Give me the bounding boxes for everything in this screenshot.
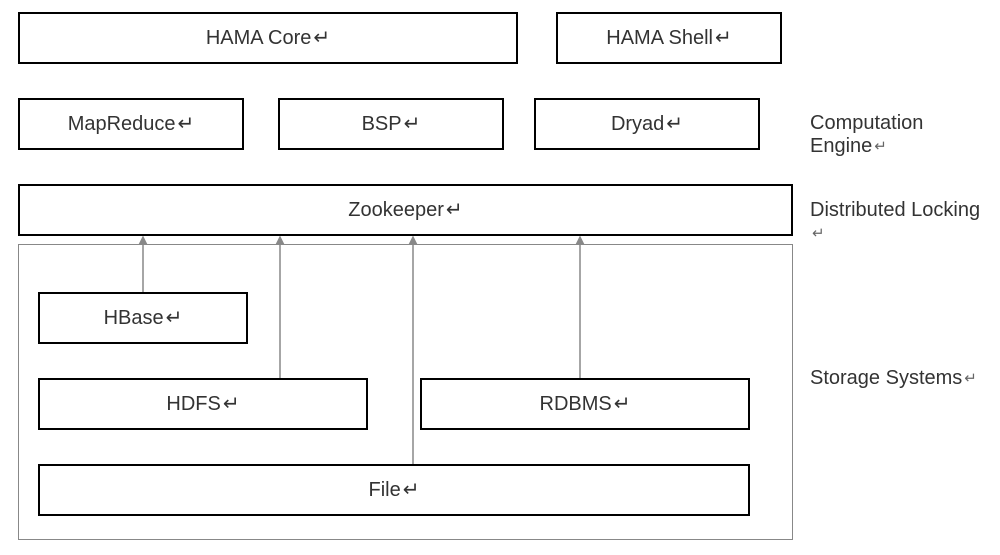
return-mark: ↵ [166, 305, 183, 330]
label-distributed-locking: Distributed Locking ↵ [810, 199, 986, 245]
return-mark: ↵ [404, 111, 421, 136]
box-hama-core: HAMA Core↵ [18, 12, 518, 64]
return-mark: ↵ [715, 25, 732, 50]
architecture-diagram: HAMA Core↵ HAMA Shell↵ MapReduce↵ BSP↵ D… [18, 12, 986, 542]
box-rdbms: RDBMS↵ [420, 378, 750, 430]
box-mapreduce: MapReduce↵ [18, 98, 244, 150]
box-label: HAMA Shell [606, 27, 713, 50]
box-label: RDBMS [540, 393, 612, 416]
return-mark: ↵ [313, 25, 330, 50]
box-hbase: HBase↵ [38, 292, 248, 344]
box-label: File [369, 479, 401, 502]
box-zookeeper: Zookeeper↵ [18, 184, 793, 236]
box-label: BSP [362, 113, 402, 136]
box-label: HDFS [166, 393, 220, 416]
box-bsp: BSP↵ [278, 98, 504, 150]
return-mark: ↵ [964, 369, 977, 387]
return-mark: ↵ [614, 391, 631, 416]
box-label: Zookeeper [348, 199, 444, 222]
box-label: HBase [104, 307, 164, 330]
label-storage-systems: Storage Systems↵ [810, 367, 977, 390]
return-mark: ↵ [223, 391, 240, 416]
return-mark: ↵ [446, 197, 463, 222]
return-mark: ↵ [403, 477, 420, 502]
section-label-text: Computation Engine [810, 112, 923, 157]
section-label-text: Distributed Locking [810, 199, 980, 221]
box-file: File↵ [38, 464, 750, 516]
box-label: MapReduce [68, 113, 176, 136]
box-hdfs: HDFS↵ [38, 378, 368, 430]
box-hama-shell: HAMA Shell↵ [556, 12, 782, 64]
return-mark: ↵ [178, 111, 195, 136]
box-dryad: Dryad↵ [534, 98, 760, 150]
return-mark: ↵ [874, 137, 887, 155]
box-label: HAMA Core [206, 27, 312, 50]
return-mark: ↵ [666, 111, 683, 136]
box-label: Dryad [611, 113, 664, 136]
label-computation-engine: Computation Engine↵ [810, 112, 986, 158]
section-label-text: Storage Systems [810, 367, 962, 389]
return-mark: ↵ [812, 224, 825, 242]
